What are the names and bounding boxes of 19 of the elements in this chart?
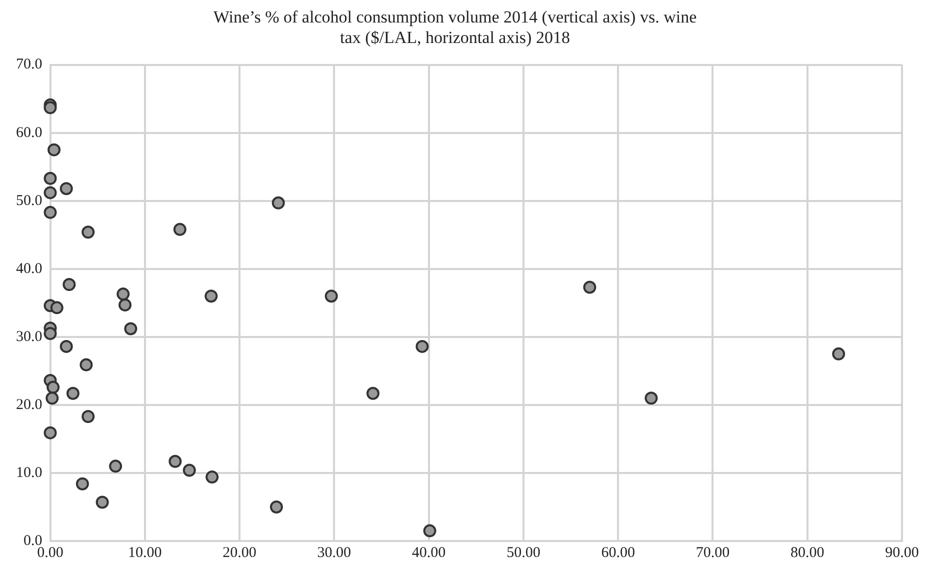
- y-tick-label: 10.0: [16, 464, 42, 481]
- x-tick-label: 30.00: [317, 544, 352, 561]
- x-tick-label: 50.00: [506, 544, 540, 561]
- x-tick-label: 60.00: [601, 544, 635, 561]
- text: tax ($/LAL, horizontal axis) 2018: [340, 28, 570, 48]
- y-tick-label: 50.0: [16, 192, 42, 209]
- x-tick-label: 40.00: [412, 544, 446, 561]
- x-tick-label: 90.00: [885, 544, 919, 561]
- x-tick-label: 80.00: [790, 544, 824, 561]
- text: Wine’s % of alcohol consumption volume 2014 (vertical axis) vs. wine: [213, 8, 697, 27]
- x-tick-label: 70.00: [696, 544, 730, 561]
- y-tick-label: 30.0: [16, 328, 42, 345]
- y-tick-label: 20.0: [16, 396, 42, 413]
- y-tick-label: 60.0: [16, 124, 42, 141]
- y-tick-label: 40.0: [16, 260, 42, 277]
- y-tick-label: 70.0: [16, 56, 42, 73]
- x-tick-label: 0.00: [37, 544, 64, 561]
- x-tick-label: 20.00: [222, 544, 256, 561]
- x-tick-label: 10.00: [128, 544, 162, 561]
